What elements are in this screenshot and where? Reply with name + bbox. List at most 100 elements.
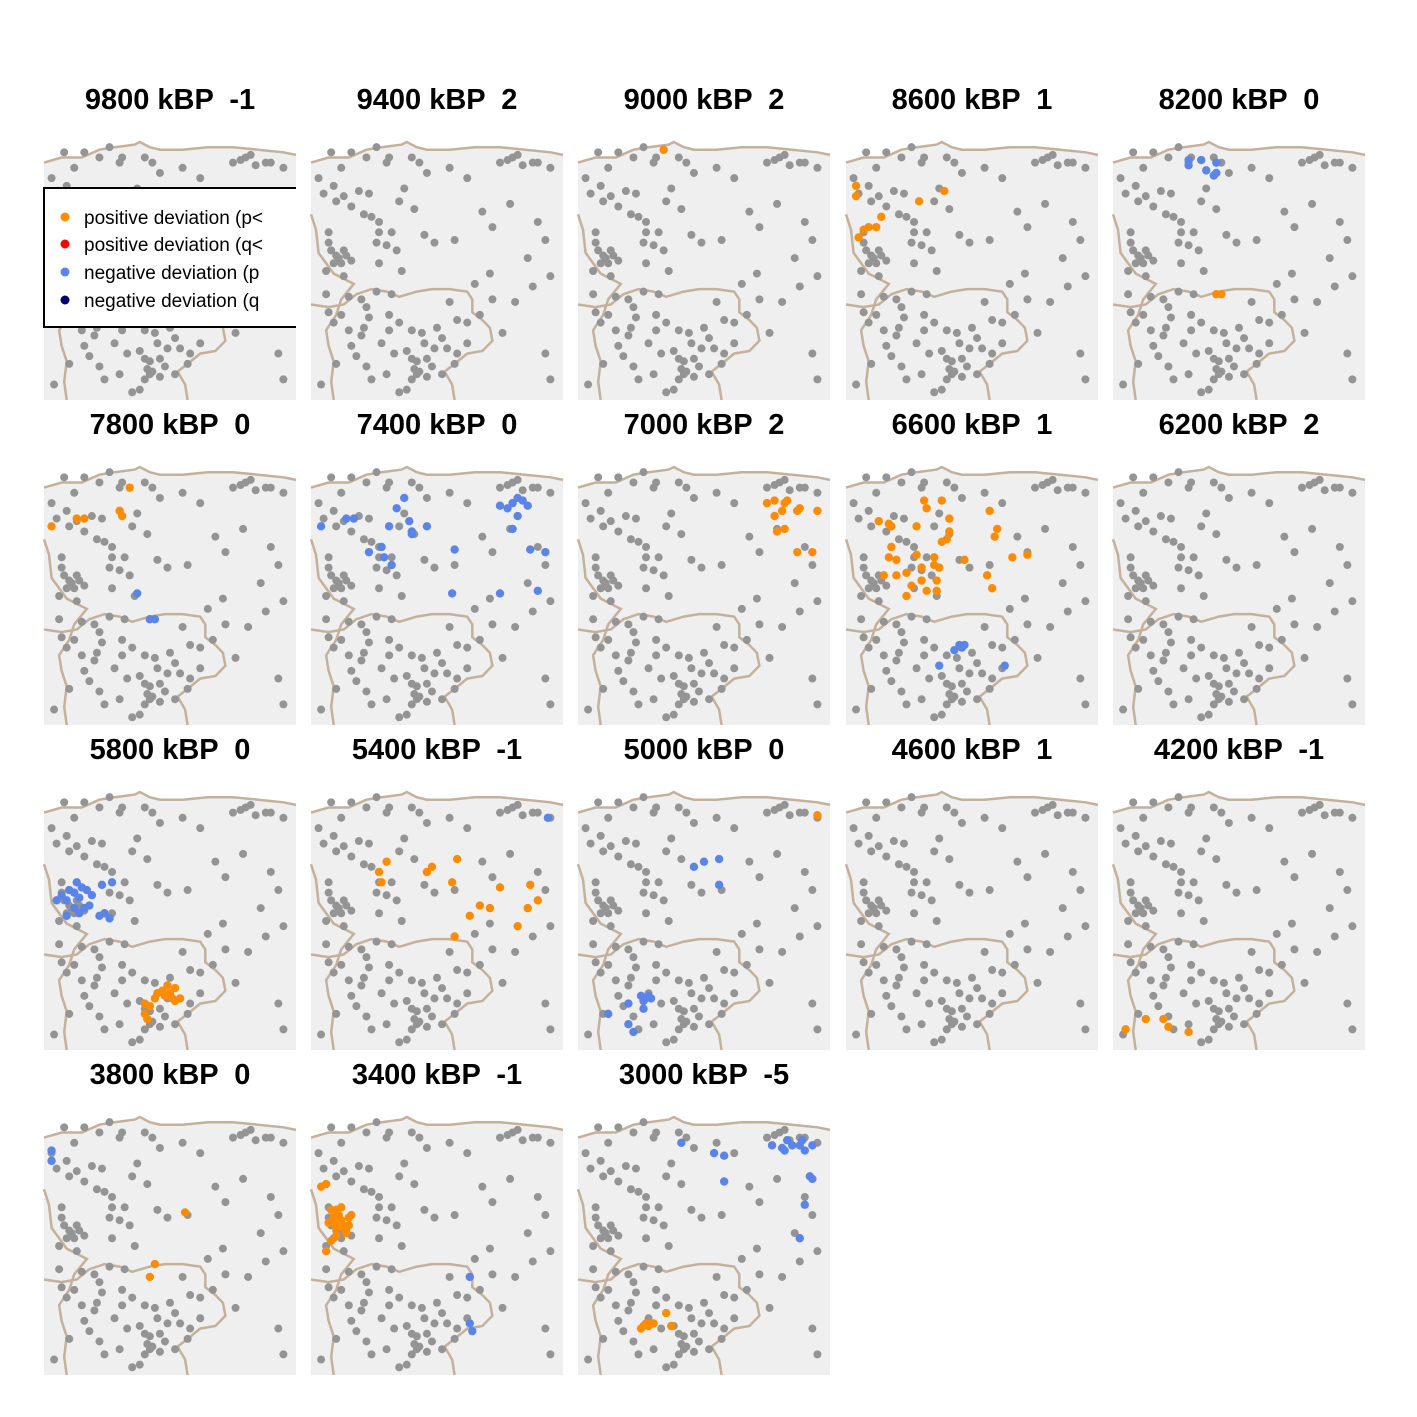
site-point	[176, 669, 185, 678]
site-point	[1179, 989, 1188, 998]
site-point	[1272, 279, 1281, 288]
site-point	[95, 1128, 104, 1137]
site-point	[955, 880, 964, 889]
site-point	[624, 1306, 633, 1315]
site-point	[97, 1164, 106, 1173]
site-point	[689, 1143, 698, 1152]
site-point	[689, 1329, 698, 1338]
site-point	[864, 831, 873, 840]
site-point	[412, 1020, 421, 1029]
site-point	[894, 860, 903, 869]
site-point	[533, 542, 542, 551]
site-point	[513, 1125, 522, 1134]
site-point	[385, 803, 394, 812]
site-point	[95, 362, 104, 371]
border-line	[310, 1262, 494, 1376]
site-point	[1154, 352, 1163, 361]
site-point	[1081, 700, 1090, 709]
site-point	[445, 488, 454, 497]
site-point	[611, 1267, 620, 1276]
site-point	[892, 656, 901, 665]
positive-deviation-point	[450, 932, 459, 941]
site-point	[1020, 594, 1029, 603]
positive-deviation-point	[813, 811, 822, 820]
site-point	[998, 968, 1007, 977]
site-point	[422, 1347, 431, 1356]
site-point	[496, 808, 504, 817]
site-point	[634, 862, 643, 871]
site-point	[1335, 542, 1344, 551]
site-point	[687, 989, 696, 998]
site-point	[942, 1004, 951, 1013]
land-area	[1113, 792, 1365, 1050]
site-point	[599, 522, 608, 531]
site-point	[1290, 873, 1299, 882]
site-point	[342, 576, 351, 585]
site-point	[857, 917, 866, 925]
site-point	[1290, 223, 1299, 232]
border-line	[1112, 612, 1296, 726]
site-point	[808, 1324, 817, 1333]
site-point	[1156, 512, 1165, 521]
site-point	[1325, 254, 1334, 263]
site-point	[488, 223, 497, 232]
site-point	[589, 1265, 598, 1274]
site-point	[1126, 238, 1135, 247]
site-point	[882, 341, 891, 350]
site-point	[1116, 499, 1125, 508]
site-point	[609, 576, 618, 585]
site-point	[1177, 228, 1186, 237]
site-point	[317, 1355, 326, 1364]
site-point	[1076, 236, 1085, 245]
site-point	[742, 960, 751, 969]
site-point	[430, 888, 439, 897]
site-point	[118, 960, 127, 969]
site-point	[712, 488, 721, 497]
site-point	[639, 1262, 648, 1271]
site-point	[684, 328, 693, 337]
site-point	[397, 592, 406, 600]
site-point	[800, 483, 809, 492]
site-point	[1058, 579, 1067, 588]
site-point	[910, 228, 919, 237]
site-point	[445, 163, 454, 172]
site-point	[375, 909, 384, 918]
border-line	[845, 937, 1029, 1051]
site-point	[80, 991, 89, 1000]
site-point	[1126, 553, 1135, 562]
site-point	[1187, 635, 1196, 644]
site-point	[652, 478, 661, 487]
site-point	[211, 532, 220, 541]
site-point	[712, 163, 721, 172]
site-point	[1212, 855, 1221, 864]
site-point	[178, 622, 187, 631]
site-point	[677, 530, 686, 539]
site-point	[1232, 238, 1241, 247]
site-point	[988, 674, 997, 683]
coastline	[1112, 465, 1366, 489]
site-point	[221, 1198, 230, 1207]
site-point	[639, 612, 648, 621]
site-point	[314, 1149, 323, 1158]
site-point	[427, 687, 436, 696]
site-point	[1343, 674, 1352, 683]
positive-deviation-point	[982, 571, 992, 580]
site-point	[57, 1213, 66, 1222]
site-point	[372, 563, 381, 572]
site-point	[1149, 202, 1158, 211]
site-point	[813, 488, 822, 497]
site-point	[347, 341, 356, 350]
site-point	[1149, 852, 1158, 861]
site-point	[344, 1267, 353, 1276]
site-point	[857, 267, 866, 275]
site-point	[629, 478, 638, 487]
site-point	[135, 346, 144, 355]
site-point	[329, 1156, 338, 1165]
site-point	[985, 561, 994, 570]
panel-title: 7400 kBP 0	[357, 409, 518, 441]
coastline	[577, 140, 831, 164]
site-point	[324, 888, 333, 897]
site-point	[667, 834, 676, 843]
site-point	[314, 499, 323, 508]
site-point	[755, 223, 764, 232]
